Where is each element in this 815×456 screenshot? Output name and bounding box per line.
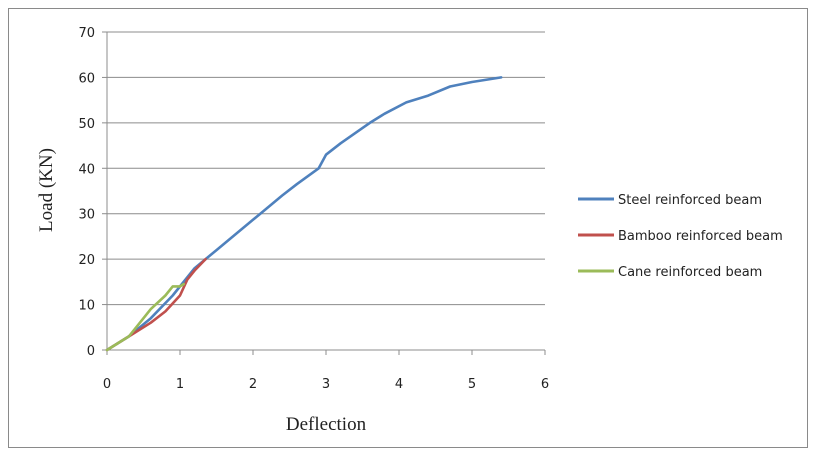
- y-tick-label: 50: [78, 117, 95, 132]
- series-line-1: [105, 76, 503, 352]
- legend-label-2: Bamboo reinforced beam: [618, 229, 783, 244]
- y-tick-label: 60: [78, 71, 95, 86]
- y-tick-label: 20: [78, 253, 95, 268]
- x-tick-label: 2: [249, 377, 257, 392]
- y-tick-label: 70: [78, 26, 95, 41]
- series-line-3: [105, 282, 185, 352]
- tick-labels: 0 10 20 30 40 50 60 70 0 1 2 3 4 5 6: [78, 26, 549, 392]
- x-axis-title: Deflection: [286, 414, 367, 435]
- x-tick-label: 0: [103, 377, 111, 392]
- y-tick-label: 30: [78, 208, 95, 223]
- legend-label-1: Steel reinforced beam: [618, 193, 762, 208]
- legend: Steel reinforced beam Bamboo reinforced b…: [578, 193, 783, 280]
- axes: [102, 31, 546, 355]
- y-tick-label: 40: [78, 162, 95, 177]
- data-series: [105, 76, 503, 352]
- x-tick-label: 3: [322, 377, 330, 392]
- x-tick-label: 5: [468, 377, 476, 392]
- chart-frame: [8, 8, 808, 448]
- legend-label-3: Cane reinforced beam: [618, 265, 762, 280]
- x-tick-label: 1: [176, 377, 184, 392]
- series-line-2: [105, 257, 207, 352]
- y-tick-label: 0: [87, 344, 95, 359]
- y-axis-title: Load (KN): [36, 148, 57, 232]
- y-tick-label: 10: [78, 299, 95, 314]
- x-tick-label: 4: [395, 377, 403, 392]
- x-tick-label: 6: [541, 377, 549, 392]
- gridlines: [107, 31, 545, 306]
